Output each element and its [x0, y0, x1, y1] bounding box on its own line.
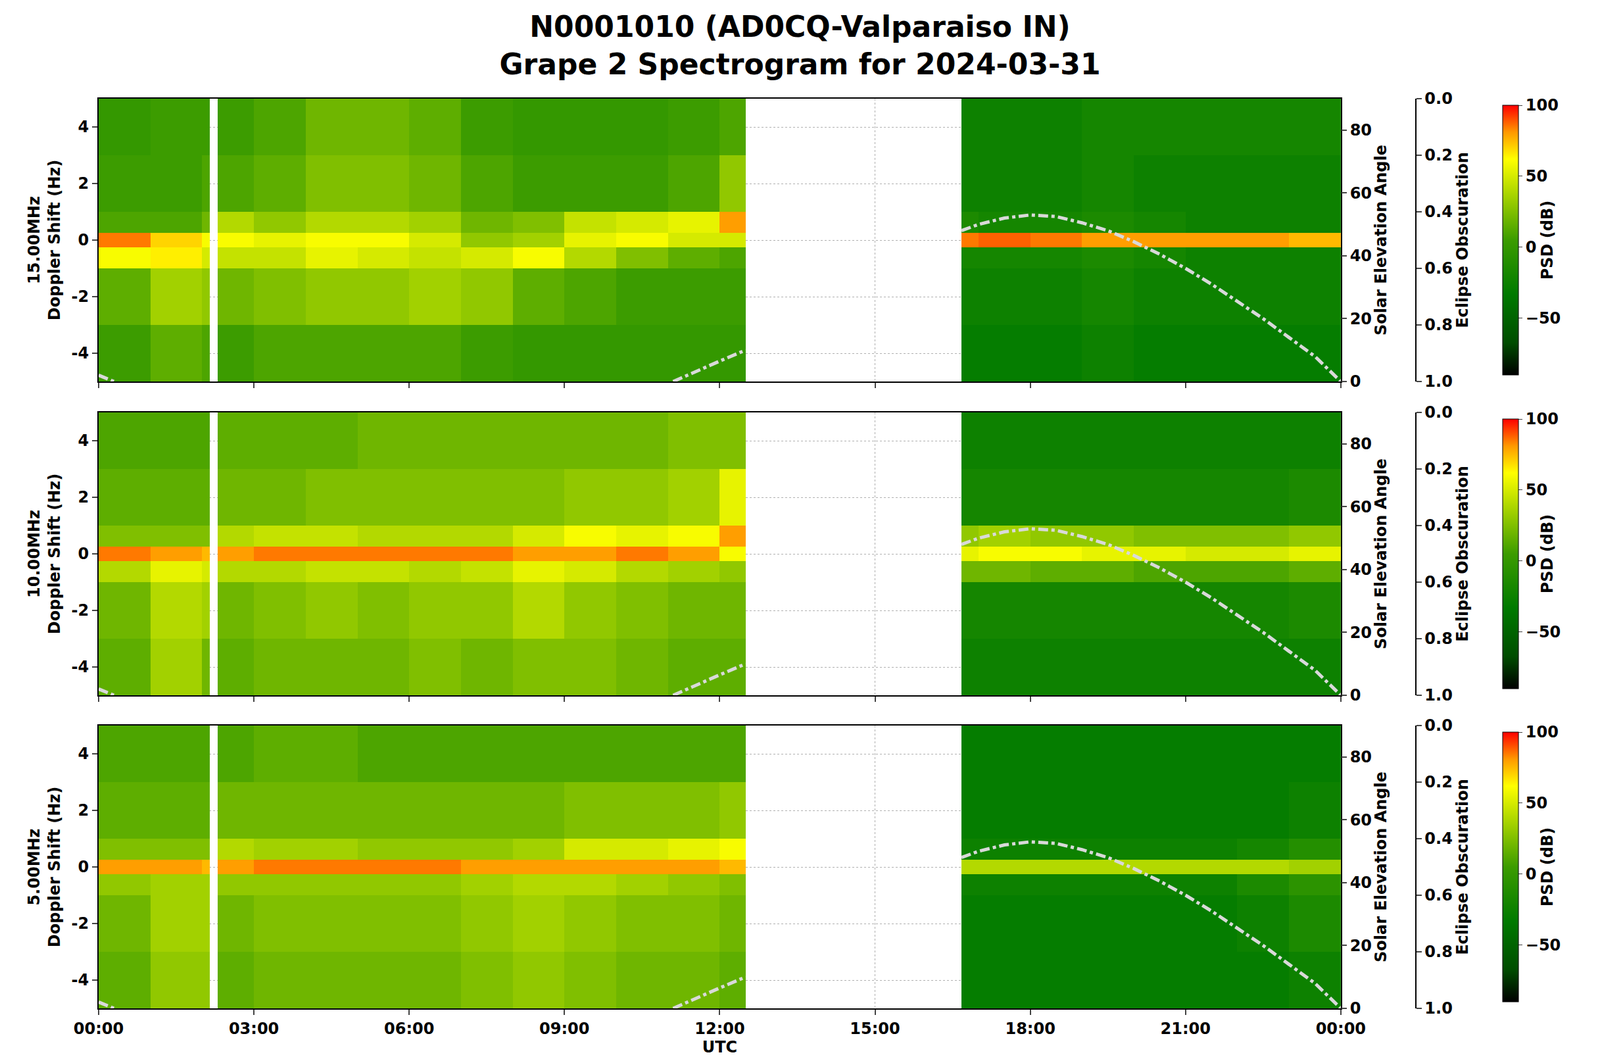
- svg-text:10.00MHzDoppler Shift (Hz): 10.00MHzDoppler Shift (Hz): [24, 473, 64, 634]
- svg-text:18:00: 18:00: [1004, 1019, 1055, 1038]
- svg-text:4: 4: [77, 117, 89, 137]
- svg-text:0.0: 0.0: [1424, 89, 1453, 108]
- svg-text:0.8: 0.8: [1424, 942, 1453, 961]
- svg-text:100: 100: [1525, 409, 1559, 429]
- svg-text:0.2: 0.2: [1424, 459, 1453, 479]
- svg-text:100: 100: [1525, 96, 1559, 115]
- svg-text:0.2: 0.2: [1424, 145, 1453, 165]
- svg-text:0: 0: [77, 857, 89, 876]
- svg-text:40: 40: [1350, 560, 1372, 579]
- svg-text:Eclipse Obscuration: Eclipse Obscuration: [1453, 465, 1472, 642]
- svg-text:−50: −50: [1525, 935, 1562, 955]
- svg-text:0.0: 0.0: [1424, 716, 1453, 735]
- svg-text:60: 60: [1350, 497, 1372, 517]
- svg-text:06:00: 06:00: [384, 1019, 435, 1038]
- svg-text:PSD (dB): PSD (dB): [1538, 200, 1557, 281]
- svg-text:0.6: 0.6: [1424, 259, 1453, 278]
- svg-text:15.00MHzDoppler Shift (Hz): 15.00MHzDoppler Shift (Hz): [24, 159, 64, 321]
- svg-text:0.8: 0.8: [1424, 629, 1453, 648]
- svg-text:0.6: 0.6: [1424, 885, 1453, 905]
- svg-text:2: 2: [77, 174, 89, 193]
- svg-text:−50: −50: [1525, 309, 1562, 328]
- svg-text:80: 80: [1350, 121, 1372, 140]
- svg-text:−50: −50: [1525, 622, 1562, 642]
- svg-text:100: 100: [1525, 722, 1559, 742]
- svg-text:60: 60: [1350, 810, 1372, 830]
- svg-text:1.0: 1.0: [1424, 372, 1453, 391]
- svg-text:20: 20: [1350, 309, 1372, 329]
- svg-text:-4: -4: [71, 657, 90, 677]
- svg-text:1.0: 1.0: [1424, 685, 1453, 705]
- svg-text:N0001010 (AD0CQ-Valparaiso IN): N0001010 (AD0CQ-Valparaiso IN)Grape 2 Sp…: [499, 9, 1101, 81]
- svg-text:0: 0: [1525, 864, 1537, 884]
- svg-text:20: 20: [1350, 936, 1372, 955]
- svg-text:-4: -4: [71, 970, 90, 990]
- svg-text:03:00: 03:00: [228, 1019, 279, 1038]
- svg-text:-2: -2: [71, 914, 90, 933]
- svg-text:80: 80: [1350, 434, 1372, 454]
- svg-text:0.4: 0.4: [1424, 202, 1453, 221]
- svg-text:60: 60: [1350, 184, 1372, 203]
- svg-text:Eclipse Obscuration: Eclipse Obscuration: [1453, 778, 1472, 955]
- svg-text:0.0: 0.0: [1424, 403, 1453, 422]
- svg-text:0: 0: [1350, 998, 1362, 1018]
- svg-text:0.4: 0.4: [1424, 829, 1453, 848]
- svg-text:1.0: 1.0: [1424, 998, 1453, 1018]
- svg-text:4: 4: [77, 744, 89, 763]
- svg-text:0: 0: [1350, 685, 1362, 705]
- svg-text:50: 50: [1525, 793, 1548, 813]
- svg-text:21:00: 21:00: [1160, 1019, 1211, 1038]
- svg-text:4: 4: [77, 431, 89, 450]
- svg-text:20: 20: [1350, 623, 1372, 642]
- svg-text:-2: -2: [71, 601, 90, 620]
- svg-text:50: 50: [1525, 480, 1548, 500]
- svg-text:Eclipse Obscuration: Eclipse Obscuration: [1453, 151, 1472, 329]
- svg-text:50: 50: [1525, 167, 1548, 186]
- svg-text:-2: -2: [71, 287, 90, 306]
- svg-text:0: 0: [1525, 238, 1537, 257]
- svg-text:-4: -4: [71, 343, 90, 363]
- svg-text:Solar Elevation Angle: Solar Elevation Angle: [1371, 144, 1391, 336]
- svg-text:0: 0: [1525, 551, 1537, 571]
- svg-text:0.6: 0.6: [1424, 572, 1453, 592]
- svg-text:UTC: UTC: [702, 1037, 738, 1057]
- svg-text:0: 0: [77, 230, 89, 250]
- svg-text:0: 0: [1350, 372, 1362, 391]
- svg-text:Solar Elevation Angle: Solar Elevation Angle: [1371, 771, 1391, 963]
- svg-text:09:00: 09:00: [539, 1019, 590, 1038]
- svg-text:5.00MHzDoppler Shift (Hz): 5.00MHzDoppler Shift (Hz): [24, 786, 64, 947]
- svg-text:12:00: 12:00: [694, 1019, 745, 1038]
- svg-text:0: 0: [77, 544, 89, 563]
- svg-text:40: 40: [1350, 246, 1372, 266]
- svg-text:00:00: 00:00: [73, 1019, 124, 1038]
- svg-text:40: 40: [1350, 873, 1372, 892]
- svg-text:PSD (dB): PSD (dB): [1538, 514, 1557, 594]
- svg-text:00:00: 00:00: [1315, 1019, 1366, 1038]
- svg-text:15:00: 15:00: [849, 1019, 900, 1038]
- svg-text:2: 2: [77, 800, 89, 820]
- svg-text:80: 80: [1350, 747, 1372, 767]
- svg-text:PSD (dB): PSD (dB): [1538, 827, 1557, 907]
- svg-text:2: 2: [77, 487, 89, 507]
- svg-text:Solar Elevation Angle: Solar Elevation Angle: [1371, 458, 1391, 650]
- svg-text:0.8: 0.8: [1424, 315, 1453, 335]
- svg-text:0.4: 0.4: [1424, 516, 1453, 535]
- svg-text:0.2: 0.2: [1424, 772, 1453, 792]
